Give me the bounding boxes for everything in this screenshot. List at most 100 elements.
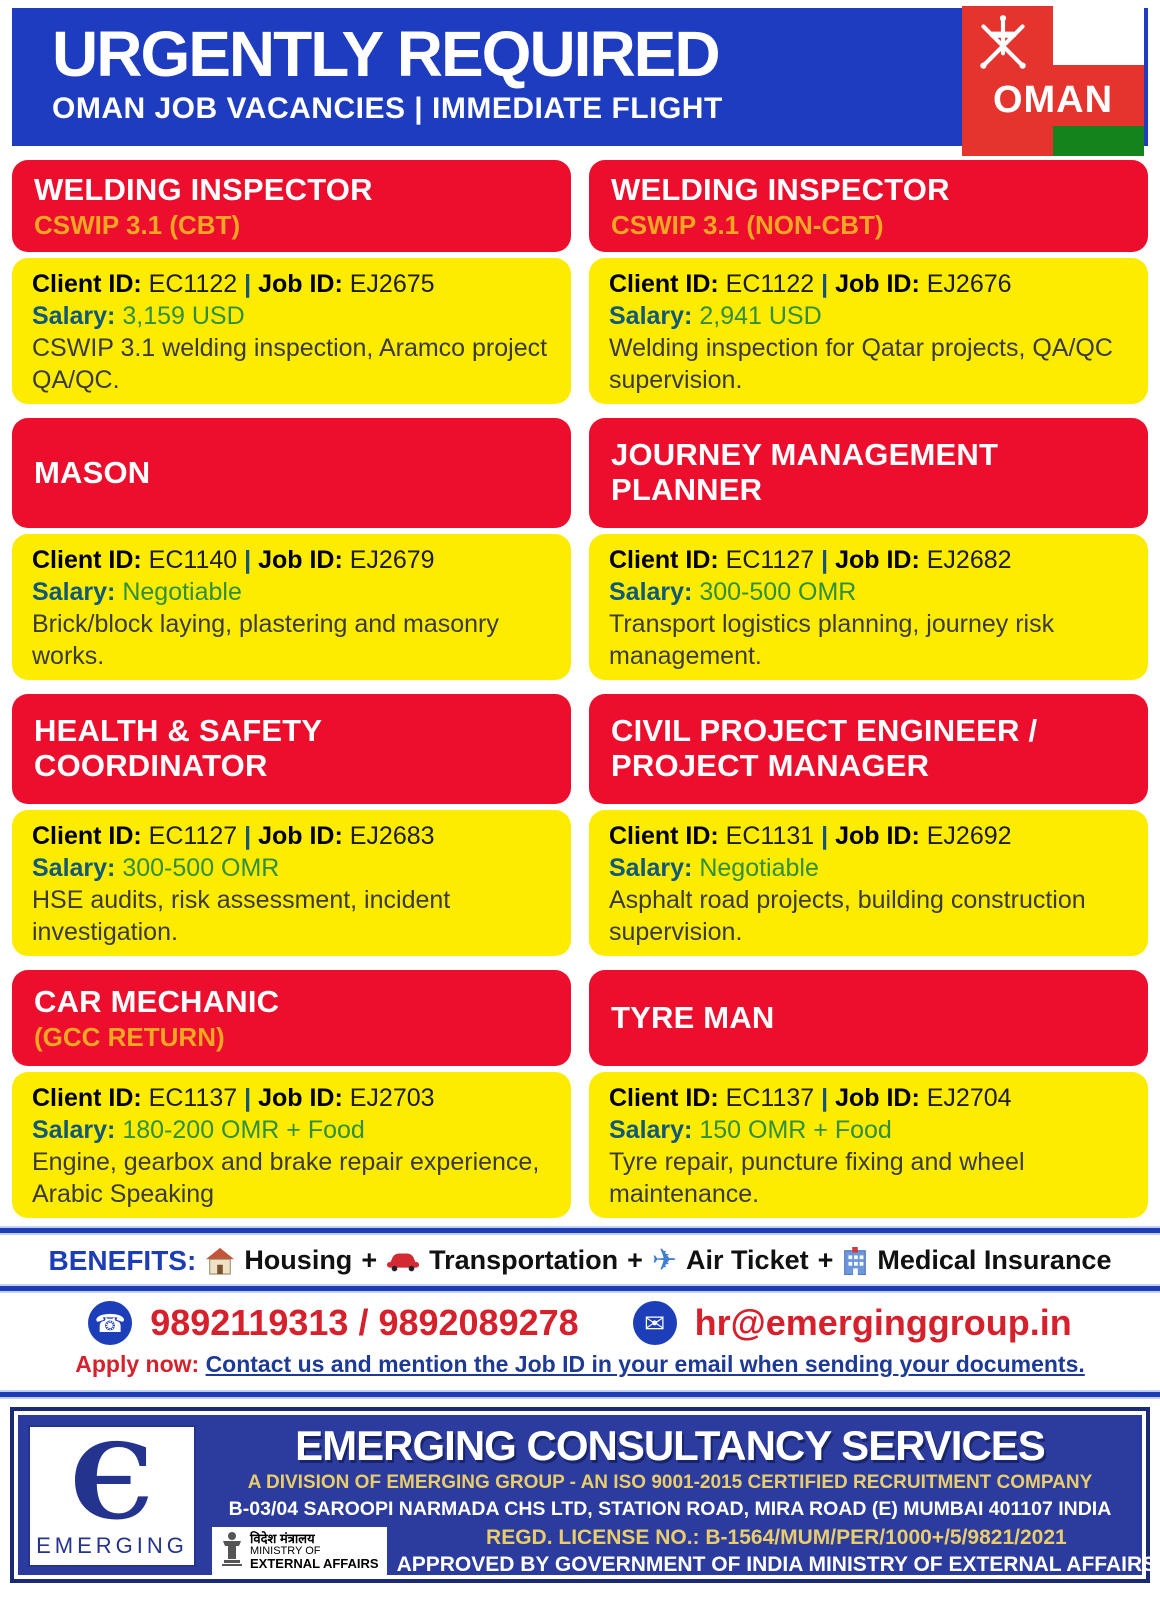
job-card-body: Client ID: EC1140 | Job ID: EJ2679 Salar… [12, 534, 571, 680]
job-card: WELDING INSPECTOR CSWIP 3.1 (CBT) Client… [12, 160, 571, 404]
job-description: Tyre repair, puncture fixing and wheel m… [609, 1148, 1025, 1208]
house-icon [205, 1247, 235, 1275]
job-title: MASON [34, 454, 151, 490]
job-card-header: HEALTH & SAFETY COORDINATOR [12, 694, 571, 804]
page-subtitle: OMAN JOB VACANCIES | IMMEDIATE FLIGHT [52, 92, 723, 125]
job-ids-line: Client ID: EC1127 | Job ID: EJ2682 [609, 546, 1012, 574]
job-ids-line: Client ID: EC1137 | Job ID: EJ2703 [32, 1084, 435, 1112]
plus-sign: + [361, 1245, 378, 1275]
job-card: CIVIL PROJECT ENGINEER / PROJECT MANAGER… [589, 694, 1148, 956]
emerging-logo-icon: Є [70, 1419, 154, 1543]
job-description: Asphalt road projects, building construc… [609, 886, 1086, 946]
job-subtitle: CSWIP 3.1 (CBT) [34, 209, 241, 240]
job-subtitle: CSWIP 3.1 (NON-CBT) [611, 209, 884, 240]
footer-bottom-row: विदेश मंत्रालय MINISTRY OF EXTERNAL AFFA… [212, 1526, 1156, 1577]
job-card-body: Client ID: EC1122 | Job ID: EJ2676 Salar… [589, 258, 1148, 404]
apply-now-label: Apply now: [75, 1351, 200, 1377]
airplane-icon: ✈ [651, 1243, 678, 1278]
oman-khanjar-emblem-icon [972, 12, 1034, 83]
job-description: Engine, gearbox and brake repair experie… [32, 1148, 540, 1208]
job-ids-line: Client ID: EC1140 | Job ID: EJ2679 [32, 546, 435, 574]
job-card: CAR MECHANIC (GCC RETURN) Client ID: EC1… [12, 970, 571, 1218]
job-salary-line: Salary: 300-500 OMR [609, 578, 857, 606]
job-title: CIVIL PROJECT ENGINEER / PROJECT MANAGER [611, 713, 1038, 783]
job-card-body: Client ID: EC1127 | Job ID: EJ2683 Salar… [12, 810, 571, 956]
apply-instructions-link[interactable]: Contact us and mention the Job ID in you… [205, 1351, 1085, 1377]
job-salary-line: Salary: 150 OMR + Food [609, 1116, 892, 1144]
job-salary-line: Salary: 3,159 USD [32, 302, 245, 330]
emerging-logo-name: EMERGING [36, 1533, 188, 1559]
job-card-header: CAR MECHANIC (GCC RETURN) [12, 970, 571, 1066]
job-card-header: WELDING INSPECTOR CSWIP 3.1 (CBT) [12, 160, 571, 252]
oman-flag-badge: OMAN [962, 6, 1144, 156]
contact-email[interactable]: hr@emerginggroup.in [694, 1302, 1072, 1343]
job-title: WELDING INSPECTOR [34, 171, 373, 207]
job-description: Welding inspection for Qatar projects, Q… [609, 334, 1113, 394]
oman-label: OMAN [992, 79, 1114, 121]
company-name: EMERGING CONSULTANCY SERVICES [295, 1422, 1046, 1469]
phone-icon: ☎ [88, 1301, 133, 1345]
job-card-header: TYRE MAN [589, 970, 1148, 1066]
divider-line [0, 1284, 1160, 1293]
job-title: TYRE MAN [611, 999, 775, 1035]
company-division-line: A DIVISION OF EMERGING GROUP - AN ISO 90… [247, 1472, 1093, 1493]
job-title: CAR MECHANIC [34, 983, 280, 1019]
job-salary-line: Salary: 2,941 USD [609, 302, 822, 330]
job-ids-line: Client ID: EC1127 | Job ID: EJ2683 [32, 822, 435, 850]
plus-sign: + [817, 1245, 834, 1275]
job-salary-line: Salary: 300-500 OMR [32, 854, 280, 882]
footer-content: EMERGING CONSULTANCY SERVICES A DIVISION… [212, 1422, 1156, 1576]
job-title: JOURNEY MANAGEMENT PLANNER [611, 437, 999, 507]
emerging-logo: Є EMERGING [28, 1425, 196, 1567]
footer-panel: Є EMERGING EMERGING CONSULTANCY SERVICES… [10, 1407, 1156, 1583]
job-card: TYRE MAN Client ID: EC1137 | Job ID: EJ2… [589, 970, 1148, 1218]
ashoka-emblem-icon [220, 1531, 244, 1572]
job-salary-line: Salary: Negotiable [609, 854, 819, 882]
job-card-header: JOURNEY MANAGEMENT PLANNER [589, 418, 1148, 528]
plus-sign: + [627, 1245, 643, 1275]
job-card: JOURNEY MANAGEMENT PLANNER Client ID: EC… [589, 418, 1148, 680]
job-salary-line: Salary: Negotiable [32, 578, 242, 606]
ministry-text: विदेश मंत्रालय MINISTRY OF EXTERNAL AFFA… [250, 1531, 379, 1572]
benefits-label: BENEFITS: [48, 1244, 197, 1276]
job-card-header: CIVIL PROJECT ENGINEER / PROJECT MANAGER [589, 694, 1148, 804]
contact-bar: ☎ 9892119313 / 9892089278 ✉ hr@emergingg… [0, 1293, 1160, 1347]
benefit-text: Medical Insurance [877, 1245, 1112, 1275]
job-card-body: Client ID: EC1122 | Job ID: EJ2675 Salar… [12, 258, 571, 404]
divider-line [0, 1226, 1160, 1235]
header-banner: URGENTLY REQUIRED OMAN JOB VACANCIES | I… [12, 6, 1148, 156]
job-subtitle: (GCC RETURN) [34, 1021, 225, 1052]
job-salary-line: Salary: 180-200 OMR + Food [32, 1116, 365, 1144]
job-ids-line: Client ID: EC1137 | Job ID: EJ2704 [609, 1084, 1012, 1112]
job-card-body: Client ID: EC1137 | Job ID: EJ2703 Salar… [12, 1072, 571, 1218]
job-card-body: Client ID: EC1137 | Job ID: EJ2704 Salar… [589, 1072, 1148, 1218]
benefit-text: Air Ticket [686, 1245, 809, 1275]
job-card-header: WELDING INSPECTOR CSWIP 3.1 (NON-CBT) [589, 160, 1148, 252]
job-card-body: Client ID: EC1127 | Job ID: EJ2682 Salar… [589, 534, 1148, 680]
license-number: REGD. LICENSE NO.: B-1564/MUM/PER/1000+/… [486, 1526, 1067, 1549]
job-description: Brick/block laying, plastering and mason… [32, 610, 499, 670]
car-icon [386, 1250, 420, 1272]
ministry-external-affairs-badge: विदेश मंत्रालय MINISTRY OF EXTERNAL AFFA… [212, 1527, 387, 1576]
job-title: HEALTH & SAFETY COORDINATOR [34, 713, 322, 783]
hospital-icon [842, 1246, 868, 1275]
benefit-text: Housing [244, 1245, 353, 1275]
footer-license-block: REGD. LICENSE NO.: B-1564/MUM/PER/1000+/… [397, 1526, 1157, 1577]
job-card-body: Client ID: EC1131 | Job ID: EJ2692 Salar… [589, 810, 1148, 956]
ministry-line2: EXTERNAL AFFAIRS [250, 1556, 379, 1572]
phone-numbers[interactable]: 9892119313 / 9892089278 [150, 1302, 579, 1343]
job-ids-line: Client ID: EC1122 | Job ID: EJ2676 [609, 270, 1012, 298]
job-title: WELDING INSPECTOR [611, 171, 950, 207]
ministry-line1: MINISTRY OF [250, 1544, 321, 1557]
flag-green-block [1053, 126, 1144, 156]
divider-line [0, 1390, 1160, 1399]
approval-line: APPROVED BY GOVERNMENT OF INDIA MINISTRY… [396, 1553, 1157, 1576]
envelope-icon: ✉ [632, 1301, 677, 1345]
job-description: CSWIP 3.1 welding inspection, Aramco pro… [32, 334, 548, 394]
job-card: HEALTH & SAFETY COORDINATOR Client ID: E… [12, 694, 571, 956]
job-ids-line: Client ID: EC1122 | Job ID: EJ2675 [32, 270, 435, 298]
apply-line: Apply now: Contact us and mention the Jo… [0, 1347, 1160, 1386]
job-description: Transport logistics planning, journey ri… [609, 610, 1055, 670]
page-title: URGENTLY REQUIRED [52, 18, 721, 90]
